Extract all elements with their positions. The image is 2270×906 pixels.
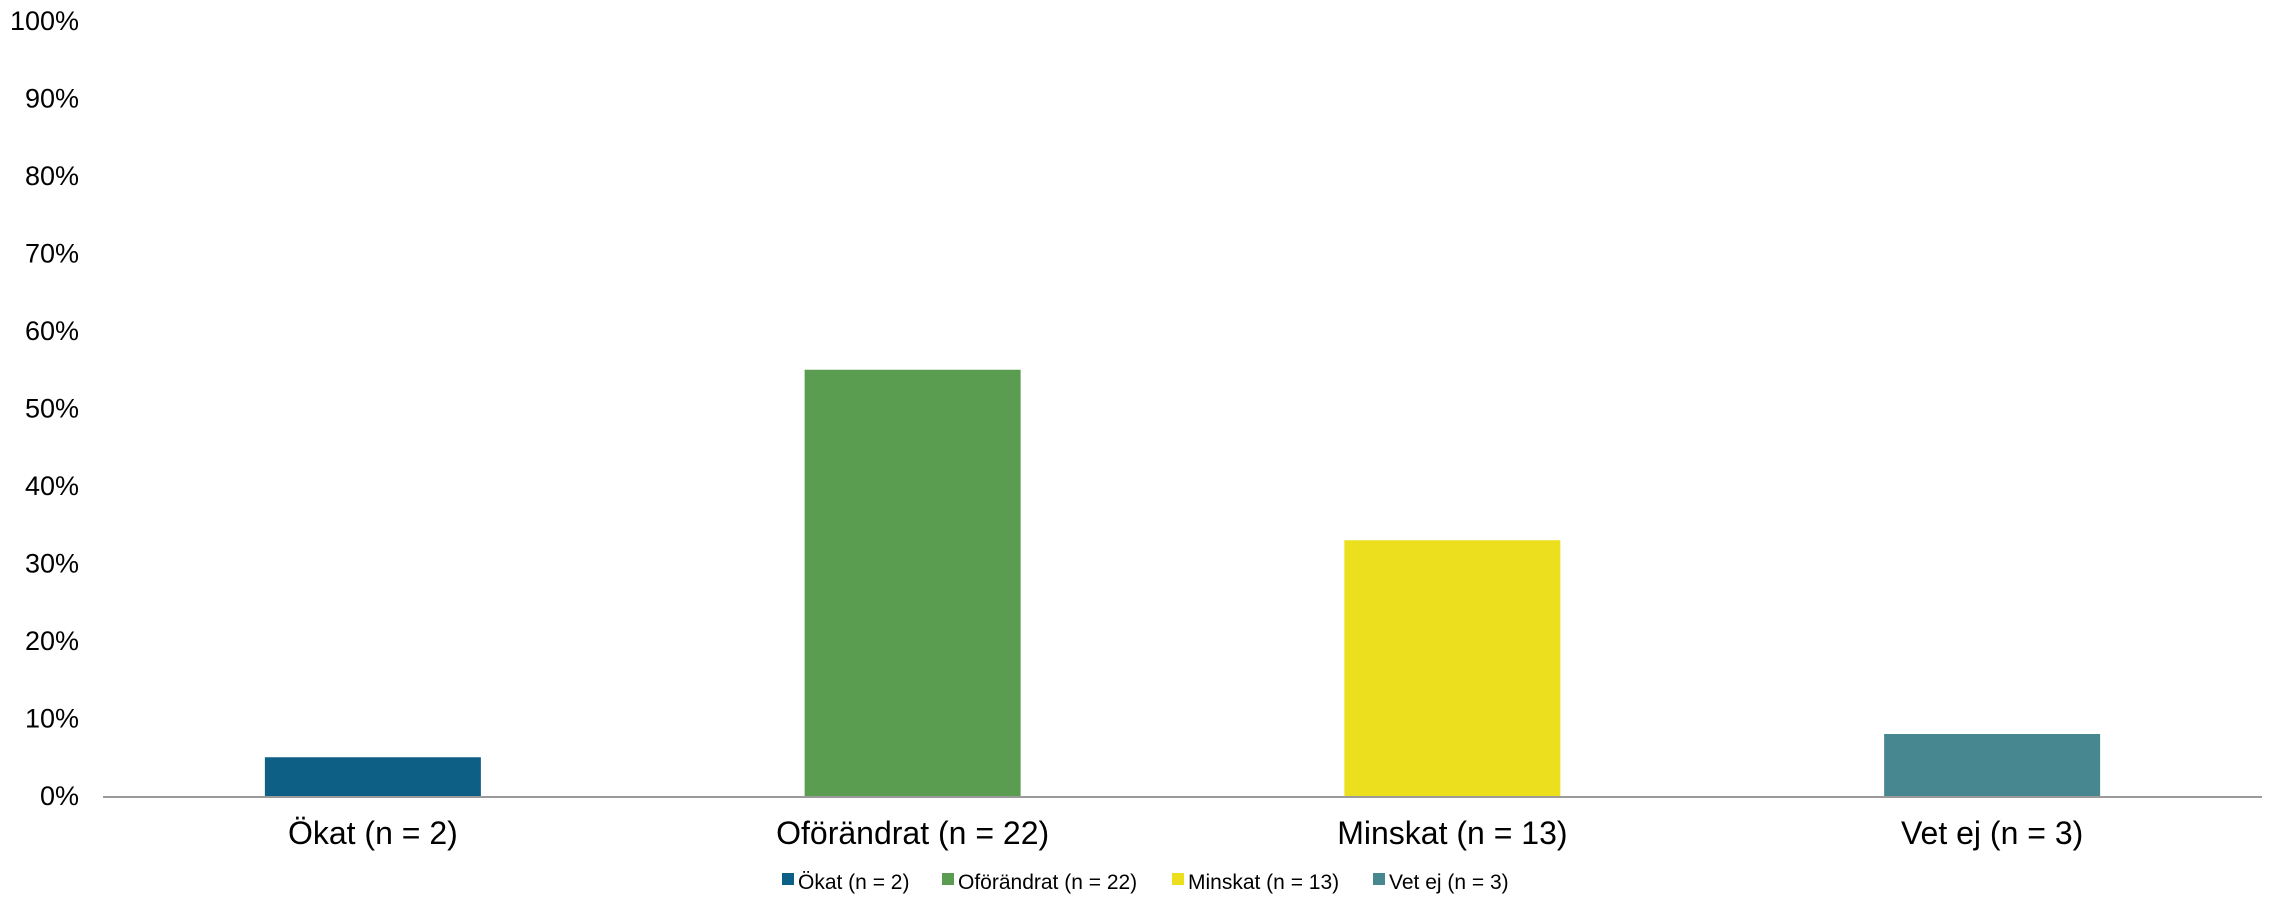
- bar: [1884, 734, 2101, 796]
- bar: [264, 757, 481, 796]
- y-axis: 0% 10% 20% 30% 40% 50% 60% 70% 80% 90% 100%: [10, 6, 79, 811]
- bar: [1344, 540, 1561, 796]
- legend-label: Ökat (n = 2): [798, 871, 909, 894]
- x-tick-label: Minskat (n = 13): [1337, 815, 1567, 851]
- y-tick-label: 70%: [25, 239, 79, 269]
- legend-label: Vet ej (n = 3): [1389, 871, 1509, 894]
- y-tick-label: 10%: [25, 704, 79, 734]
- bars: [264, 369, 2101, 796]
- bar: [804, 369, 1021, 796]
- x-tick-label: Vet ej (n = 3): [1901, 815, 2083, 851]
- y-tick-label: 80%: [25, 161, 79, 191]
- y-tick-label: 90%: [25, 84, 79, 114]
- y-tick-label: 60%: [25, 316, 79, 346]
- x-tick-label: Oförändrat (n = 22): [776, 815, 1049, 851]
- y-tick-label: 50%: [25, 394, 79, 424]
- y-tick-label: 0%: [40, 781, 79, 811]
- y-tick-label: 30%: [25, 549, 79, 579]
- y-tick-label: 40%: [25, 471, 79, 501]
- legend-label: Minskat (n = 13): [1188, 871, 1339, 894]
- x-tick-label: Ökat (n = 2): [288, 815, 458, 851]
- y-tick-label: 100%: [10, 6, 79, 36]
- legend-swatch: [782, 873, 794, 885]
- y-tick-label: 20%: [25, 626, 79, 656]
- legend: Ökat (n = 2) Oförändrat (n = 22) Minskat (…: [782, 871, 1509, 894]
- legend-label: Oförändrat (n = 22): [958, 871, 1137, 894]
- legend-swatch: [1172, 873, 1184, 885]
- x-axis: Ökat (n = 2) Oförändrat (n = 22) Minskat (…: [288, 815, 2083, 851]
- legend-swatch: [942, 873, 954, 885]
- legend-swatch: [1373, 873, 1385, 885]
